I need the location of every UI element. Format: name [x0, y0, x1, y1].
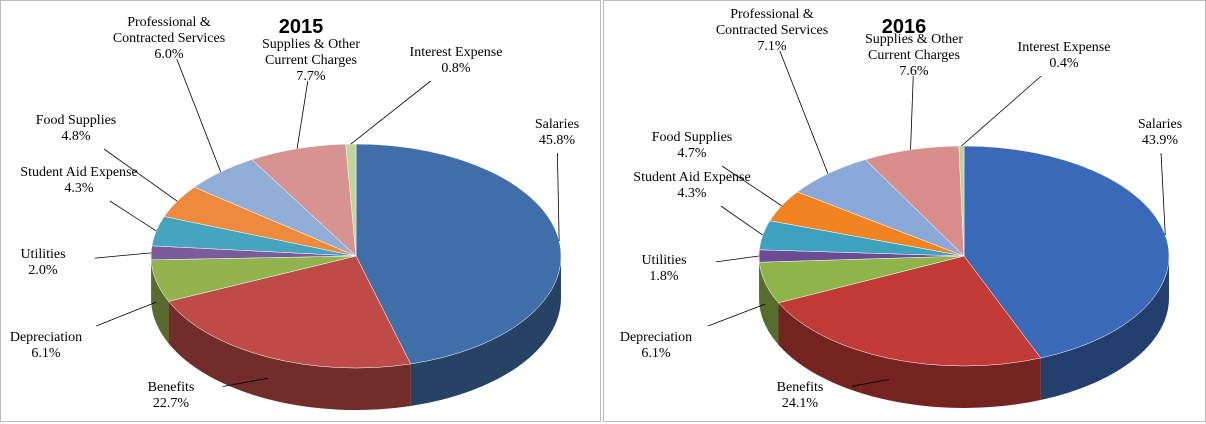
value-label: 4.7% [677, 146, 707, 161]
data-label: Interest Expense 0.4% [1004, 40, 1124, 72]
category-label: Supplies & Other Current Charges [865, 32, 963, 63]
data-label: Food Supplies 4.8% [16, 113, 136, 145]
slice-side [778, 302, 1041, 409]
leader-line [721, 165, 782, 207]
data-label: Interest Expense 0.8% [396, 45, 516, 77]
value-label: 24.1% [781, 396, 819, 411]
leader-line [296, 80, 309, 149]
data-label: Benefits 24.1% [740, 380, 860, 412]
leader-line [779, 50, 829, 174]
value-label: 0.4% [1049, 56, 1079, 71]
leader-line [103, 148, 178, 202]
category-label: Student Aid Expense [20, 165, 138, 180]
leader-line [851, 379, 890, 387]
leader-line [176, 58, 222, 173]
leader-line [910, 75, 914, 150]
category-label: Utilities [20, 247, 66, 262]
value-label: 0.8% [441, 61, 471, 76]
value-label: 6.0% [154, 47, 184, 62]
data-label: Food Supplies 4.7% [632, 130, 752, 162]
slice-side [759, 262, 779, 345]
chart-panel: 2015 Salaries 45.8% Benefits 22.7% Depreciati… [0, 0, 601, 422]
leader-line [961, 75, 1042, 147]
value-label: 4.3% [677, 186, 707, 201]
value-label: 7.6% [899, 64, 929, 79]
category-label: Salaries [1137, 117, 1183, 132]
value-label: 4.8% [61, 129, 91, 144]
category-label: Benefits [776, 380, 824, 395]
category-label: Student Aid Expense [633, 170, 751, 185]
slice [345, 143, 357, 257]
category-label: Interest Expense [409, 45, 503, 60]
slice-side [1040, 256, 1169, 401]
value-label: 1.8% [649, 269, 679, 284]
slice [778, 255, 1042, 367]
category-label: Food Supplies [651, 130, 733, 145]
value-label: 7.1% [757, 39, 787, 54]
slice-side [151, 259, 169, 344]
slice-side [168, 301, 411, 410]
slice [958, 145, 965, 257]
category-label: Food Supplies [35, 113, 117, 128]
data-label: Depreciation 6.1% [0, 330, 106, 362]
category-label: Depreciation [9, 330, 83, 345]
slice-side [410, 256, 561, 406]
value-label: 4.3% [64, 181, 94, 196]
leader-line [350, 80, 431, 145]
leader-line [94, 252, 152, 259]
category-label: Interest Expense [1017, 40, 1111, 55]
value-label: 2.0% [28, 263, 58, 278]
category-label: Salaries [534, 117, 580, 132]
data-label: Utilities 1.8% [604, 253, 724, 285]
value-label: 22.7% [152, 396, 190, 411]
chart-title: 2016 [882, 16, 927, 38]
category-label: Benefits [147, 380, 195, 395]
value-label: 6.1% [31, 346, 61, 361]
slice [168, 255, 411, 369]
chart: 2015 [94, 16, 562, 410]
chart-title: 2015 [279, 16, 324, 38]
leader-line [96, 301, 157, 327]
category-label: Professional & Contracted Services [715, 7, 829, 38]
chart: 2016 [707, 16, 1170, 409]
data-label: Utilities 2.0% [0, 247, 103, 279]
leader-line [556, 152, 560, 241]
category-label: Professional & Contracted Services [112, 15, 226, 46]
chart-panel: 2016 Salaries 43.9% Benefits 24.1% Depreciati… [603, 0, 1206, 422]
value-label: 6.1% [641, 346, 671, 361]
slice [251, 143, 357, 257]
leader-line [1160, 152, 1166, 236]
slice [864, 145, 965, 257]
data-label: Depreciation 6.1% [596, 330, 716, 362]
value-label: 7.7% [296, 69, 326, 84]
data-label: Salaries 43.9% [1100, 117, 1206, 149]
data-label: Professional & Contracted Services 6.0% [109, 15, 229, 63]
leader-line [222, 377, 269, 387]
category-label: Depreciation [619, 330, 693, 345]
category-label: Supplies & Other Current Charges [262, 37, 360, 68]
leader-line [720, 205, 763, 236]
value-label: 45.8% [538, 133, 576, 148]
data-label: Benefits 22.7% [111, 380, 231, 412]
leader-line [707, 303, 766, 327]
data-label: Supplies & Other Current Charges 7.6% [854, 32, 974, 80]
value-label: 43.9% [1141, 133, 1179, 148]
data-label: Professional & Contracted Services 7.1% [712, 7, 832, 55]
category-label: Utilities [641, 253, 687, 268]
leader-line [715, 255, 760, 263]
data-label: Supplies & Other Current Charges 7.7% [251, 37, 371, 85]
slice [355, 143, 562, 365]
data-label: Student Aid Expense 4.3% [632, 170, 752, 202]
data-label: Salaries 45.8% [497, 117, 617, 149]
data-label: Student Aid Expense 4.3% [19, 165, 139, 197]
leader-line [109, 200, 157, 232]
